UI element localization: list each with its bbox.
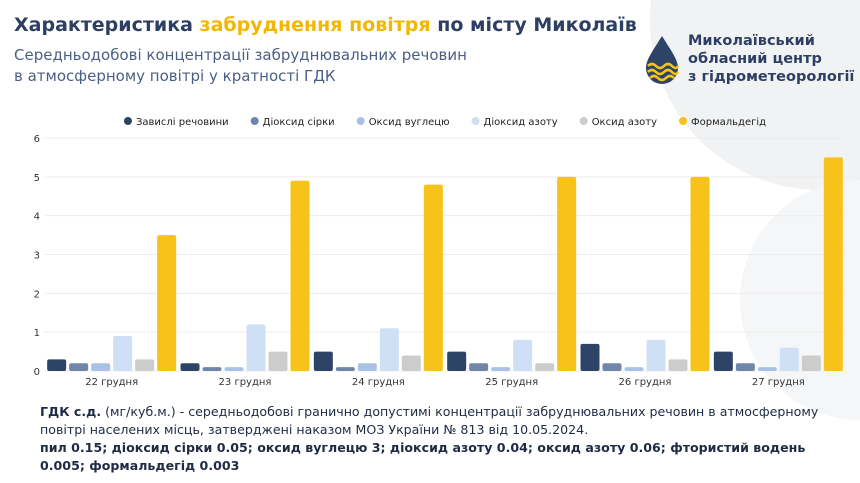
bar (580, 343, 600, 371)
x-tick-label: 23 грудня (219, 377, 272, 388)
y-tick-label: 6 (34, 134, 40, 145)
bar (91, 363, 111, 371)
bar (801, 355, 821, 371)
bar (401, 355, 421, 371)
y-tick-label: 3 (34, 251, 40, 262)
note-text: (мг/куб.м.) - середньодобові гранично до… (40, 404, 819, 437)
y-tick-label: 1 (34, 328, 40, 339)
bar (447, 351, 467, 371)
legend-marker (679, 117, 688, 125)
bar (202, 367, 222, 371)
bar (47, 359, 67, 371)
bar (823, 157, 843, 371)
bar (513, 339, 533, 371)
legend-label: Діоксид азоту (484, 116, 558, 128)
note-term: ГДК с.д. (40, 404, 102, 419)
legend-marker (250, 117, 259, 125)
y-tick-label: 0 (34, 367, 40, 378)
bar (779, 347, 799, 371)
subtitle: Середньодобові концентрації забруднюваль… (14, 46, 467, 64)
bar (290, 180, 310, 371)
title-part: Характеристика (14, 14, 193, 36)
logo-text: обласний центр (688, 51, 822, 67)
bar (602, 363, 622, 371)
bar (357, 363, 377, 371)
logo-icon (646, 36, 680, 84)
bar (69, 363, 89, 371)
bar (757, 367, 777, 371)
y-tick-label: 2 (34, 289, 40, 300)
bar (735, 363, 755, 371)
legend-marker (579, 117, 588, 125)
title-part: по місту Миколаїв (437, 14, 637, 36)
bar (713, 351, 733, 371)
title: Характеристика забруднення повітря по мі… (14, 14, 637, 36)
decor (650, 0, 860, 190)
logo-text: з гідрометеорології (688, 69, 855, 85)
legend-marker (356, 117, 365, 125)
bar (668, 359, 688, 371)
bar (491, 367, 511, 371)
x-tick-label: 25 грудня (485, 377, 538, 388)
bar (423, 184, 443, 371)
bar (157, 235, 177, 371)
legend-label: Оксид вуглецю (369, 117, 450, 128)
x-tick-label: 24 грудня (352, 377, 405, 388)
legend-label: Діоксид сірки (263, 116, 335, 128)
legend-label: Оксид азоту (592, 117, 657, 128)
logo-text: Миколаївський (688, 33, 815, 49)
title-highlight: забруднення повітря (199, 14, 431, 36)
bar (469, 363, 489, 371)
legend-marker (471, 117, 480, 125)
x-tick-label: 26 грудня (619, 377, 672, 388)
y-tick-label: 5 (34, 173, 40, 184)
bar (557, 176, 577, 371)
x-tick-label: 27 грудня (752, 377, 805, 388)
bar (313, 351, 333, 371)
bar (535, 363, 555, 371)
bar (180, 363, 200, 371)
bar (690, 176, 710, 371)
bar (268, 351, 288, 371)
x-tick-label: 22 грудня (85, 377, 138, 388)
legend-marker (123, 117, 132, 125)
bar (224, 367, 244, 371)
legend-label: Завислі речовини (136, 116, 229, 128)
note: ГДК с.д. (мг/куб.м.) - середньодобові гр… (40, 403, 820, 475)
bar (624, 367, 644, 371)
bar (646, 339, 666, 371)
bar (113, 336, 133, 371)
bar (246, 324, 266, 371)
bar (135, 359, 155, 371)
y-tick-label: 4 (34, 212, 40, 223)
legend-label: Формальдегід (691, 116, 766, 128)
note-limits: пил 0.15; діоксид сірки 0.05; оксид вугл… (40, 440, 806, 473)
subtitle: в атмосферному повітрі у кратності ГДК (14, 67, 336, 85)
bar (379, 328, 399, 371)
bar (335, 367, 355, 371)
